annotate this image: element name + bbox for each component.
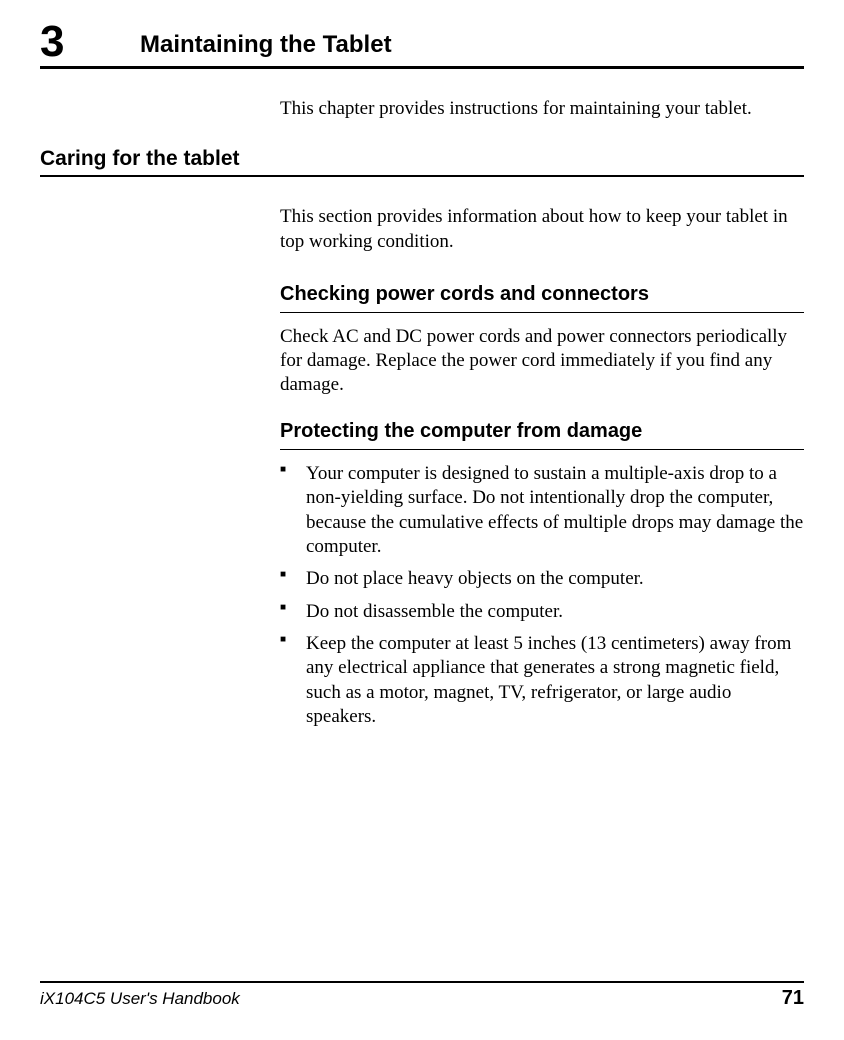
subheading-row-1: Checking power cords and connectors: [280, 282, 804, 313]
section-intro: This section provides information about …: [280, 205, 804, 254]
chapter-intro: This chapter provides instructions for m…: [280, 97, 804, 121]
sub2-bullets-block: Your computer is designed to sustain a m…: [280, 462, 804, 729]
bullet-list: Your computer is designed to sustain a m…: [280, 462, 804, 729]
list-item: Do not disassemble the computer.: [280, 600, 804, 624]
chapter-title: Maintaining the Tablet: [140, 31, 392, 64]
subheading-row-2: Protecting the computer from damage: [280, 419, 804, 450]
section-heading: Caring for the tablet: [40, 147, 804, 175]
page: 3 Maintaining the Tablet This chapter pr…: [0, 0, 844, 1040]
footer-handbook-title: iX104C5 User's Handbook: [40, 989, 240, 1009]
page-footer: iX104C5 User's Handbook 71: [40, 981, 804, 1010]
sub1-para: Check AC and DC power cords and power co…: [280, 325, 804, 398]
subheading-2: Protecting the computer from damage: [280, 419, 804, 449]
list-item: Do not place heavy objects on the comput…: [280, 567, 804, 591]
list-item: Your computer is designed to sustain a m…: [280, 462, 804, 559]
chapter-header: 3 Maintaining the Tablet: [40, 20, 804, 69]
list-item: Keep the computer at least 5 inches (13 …: [280, 632, 804, 729]
footer-page-number: 71: [782, 987, 804, 1010]
subheading-1: Checking power cords and connectors: [280, 282, 804, 312]
chapter-number: 3: [40, 20, 140, 64]
section-heading-row: Caring for the tablet: [40, 147, 804, 177]
